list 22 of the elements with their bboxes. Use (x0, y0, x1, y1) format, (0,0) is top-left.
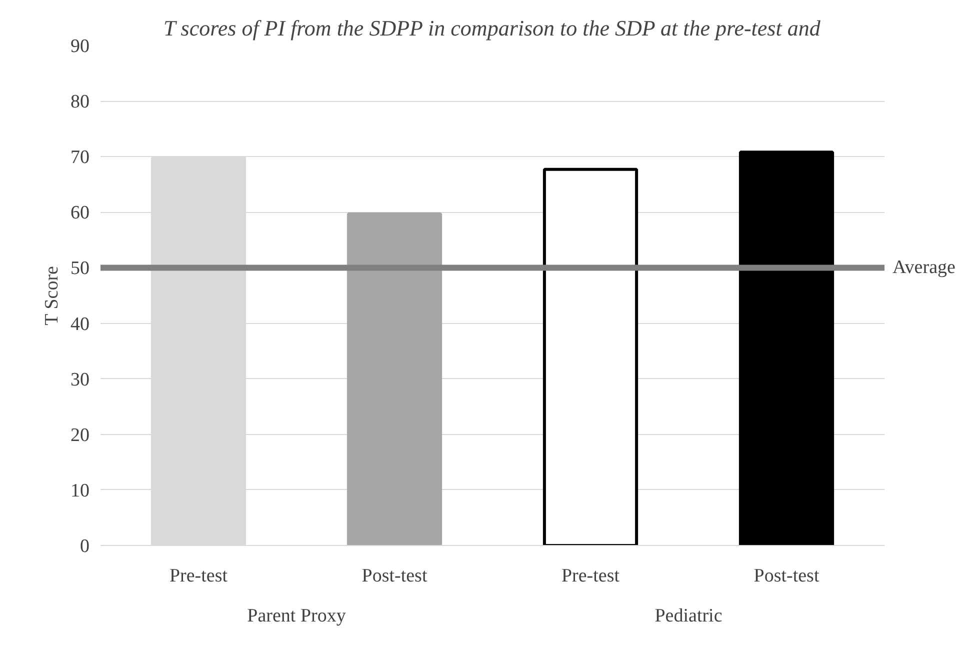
bar (738, 150, 834, 546)
text: Parent Proxy (247, 606, 346, 626)
x-tick-label: Post-test (754, 566, 820, 586)
y-tick-label: 30 (70, 369, 90, 390)
chart-title: T scores of PI from the SDPP in comparison to the SDP at the pre-test and (163, 16, 822, 40)
y-tick-label: 80 (70, 92, 90, 113)
y-tick-label: 10 (70, 480, 90, 502)
y-tick-label: 70 (70, 147, 90, 168)
y-tick-label: 60 (70, 202, 90, 224)
y-axis-title: T Score (42, 266, 62, 326)
bar (346, 212, 442, 546)
bar (542, 168, 638, 546)
y-tick-label: 90 (70, 36, 90, 57)
y-tick-label: 20 (70, 424, 90, 446)
x-tick-label: Pre-test (561, 566, 620, 586)
y-tick-label: 0 (80, 536, 90, 557)
ref-line-label: Average (892, 257, 956, 278)
text: Pediatric (654, 606, 722, 626)
x-tick-label: Pre-test (169, 566, 228, 586)
y-tick-label: 40 (70, 314, 90, 335)
x-tick-label: Post-test (362, 566, 428, 586)
y-tick-label: 50 (70, 258, 90, 280)
